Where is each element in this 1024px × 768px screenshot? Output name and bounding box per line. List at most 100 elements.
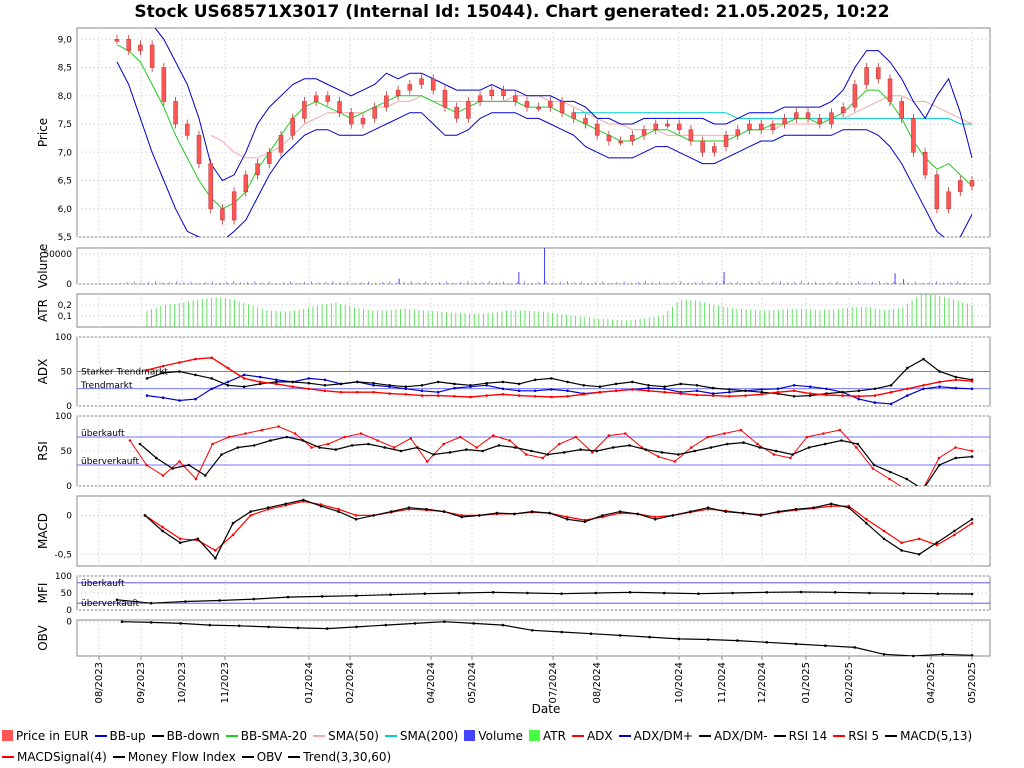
obv-line-point xyxy=(824,644,827,647)
obv-axis-label: OBV xyxy=(36,624,50,650)
price-candle xyxy=(758,123,764,130)
adx-dmminus-line-point xyxy=(857,389,861,393)
macd-macd-line-point xyxy=(319,504,323,508)
adx-dmminus-line-point xyxy=(614,382,618,386)
legend-item: RSI 5 xyxy=(833,726,879,747)
macd-signal-line-point xyxy=(882,529,886,533)
adx-adx-line-point xyxy=(420,394,424,397)
price-sma200-line xyxy=(573,112,972,125)
price-candle xyxy=(852,84,858,108)
volume-panel-frame xyxy=(76,247,991,285)
price-candle xyxy=(430,78,436,91)
macd-macd-line-point xyxy=(583,520,587,523)
adx-adx-line-point xyxy=(453,395,456,398)
macd-macd-line-point xyxy=(654,518,657,521)
rsi-rsi5-line-point xyxy=(359,432,363,435)
legend-swatch xyxy=(618,735,631,737)
macd-macd-line-point xyxy=(548,511,551,515)
price-tick-label: 8,5 xyxy=(58,64,72,74)
macd-macd-line-point xyxy=(161,529,164,533)
obv-line-point xyxy=(325,627,329,630)
adx-adx-line-point xyxy=(711,394,715,397)
mfi-axis-label: MFI xyxy=(36,583,50,604)
adx-adx-line-point xyxy=(614,389,618,393)
rsi-rsi14-line-point xyxy=(513,446,517,449)
adx-dmminus-line-point xyxy=(453,382,456,386)
macd-signal-line-point xyxy=(917,537,921,541)
legend-swatch xyxy=(528,730,540,741)
price-tick-label: 9,0 xyxy=(58,35,73,45)
rsi-rsi5-line-point xyxy=(524,453,528,456)
adx-dmplus-line-point xyxy=(728,390,731,394)
rsi-rsi5-line-point xyxy=(310,446,313,449)
mfi-tick-label: 100 xyxy=(55,572,72,582)
adx-adx-line-point xyxy=(792,389,796,393)
legend-label: RSI 14 xyxy=(788,729,828,743)
rsi-rsi5-line-point xyxy=(756,442,759,446)
legend-item: Volume xyxy=(464,726,523,747)
legend-item: Money Flow Index xyxy=(112,747,236,768)
macd-macd-line-point xyxy=(601,514,604,517)
rsi-rsi14-line-point xyxy=(350,444,354,447)
rsi-tick-label: 0 xyxy=(66,482,72,492)
macd-macd-line-point xyxy=(689,510,692,513)
rsi-rsi14-line-point xyxy=(187,463,191,467)
rsi-rsi14-line-point xyxy=(383,446,387,449)
price-candle xyxy=(969,180,975,187)
rsi-rsi5-line-point xyxy=(326,442,330,446)
obv-line-point xyxy=(179,622,182,625)
x-tick-label: 01/2025 xyxy=(801,662,812,704)
legend-label: Money Flow Index xyxy=(127,750,236,764)
adx-adx-line-point xyxy=(194,357,197,361)
mfi-line-point xyxy=(697,592,700,595)
adx-adx-line-point xyxy=(242,377,246,380)
rsi-rsi14-line-point xyxy=(872,463,876,467)
rsi-rsi14-line-point xyxy=(726,442,729,446)
atr-tick-label: 0,2 xyxy=(58,301,72,311)
adx-adx-line-point xyxy=(647,389,650,393)
rsi-rsi14-line-point xyxy=(807,446,811,449)
adx-adx-line-point xyxy=(760,393,763,396)
x-tick-label: 04/2024 xyxy=(426,662,437,704)
mfi-line-point xyxy=(252,597,256,601)
x-tick-label: 10/2023 xyxy=(177,662,188,704)
x-tick-label: 11/2023 xyxy=(220,662,231,704)
rsi-rsi5-line-point xyxy=(128,439,132,442)
x-tick-label: 12/2024 xyxy=(757,662,768,704)
adx-adx-line-point xyxy=(550,395,553,399)
rsi-rsi5-line-point xyxy=(376,439,379,442)
macd-macd-line-point xyxy=(354,518,358,521)
rsi-rsi14-line-point xyxy=(905,477,908,481)
mfi-line-point xyxy=(868,591,871,595)
adx-adx-line-point xyxy=(857,395,861,398)
price-candle xyxy=(243,174,249,193)
legend-item: OBV xyxy=(241,747,282,768)
rsi-rsi14-line-point xyxy=(840,439,843,442)
adx-adx-line-point xyxy=(695,393,699,397)
mfi-line xyxy=(116,591,973,604)
adx-tick-label: 100 xyxy=(55,333,72,343)
price-candle xyxy=(501,89,506,97)
macd-macd-line-point xyxy=(407,506,411,510)
price-candle xyxy=(911,118,916,153)
adx-adx-line-point xyxy=(210,356,213,360)
mfi-line-point xyxy=(389,593,392,596)
macd-macd-line-point xyxy=(284,502,288,506)
adx-dmminus-line-point xyxy=(744,389,747,393)
legend-label: MACD(5,13) xyxy=(900,729,973,743)
adx-dmplus-line-point xyxy=(210,387,213,391)
adx-dmminus-line-point xyxy=(922,357,925,361)
adx-dmplus-line-point xyxy=(194,397,197,401)
macd-signal-line-point xyxy=(231,533,235,537)
adx-dmplus-line-point xyxy=(792,384,796,387)
price-axis-label: Price xyxy=(36,118,50,147)
adx-axis-label: ADX xyxy=(36,359,50,385)
macd-macd-line-point xyxy=(917,553,921,556)
adx-adx-line-point xyxy=(906,387,909,391)
rsi-rsi14-line-point xyxy=(301,439,305,442)
macd-macd-line-point xyxy=(953,529,956,533)
adx-dmminus-line-point xyxy=(517,382,521,386)
rsi-rsi14-line-point xyxy=(595,449,599,453)
macd-macd-line-point xyxy=(513,512,516,516)
adx-dmplus-line-point xyxy=(145,394,149,397)
